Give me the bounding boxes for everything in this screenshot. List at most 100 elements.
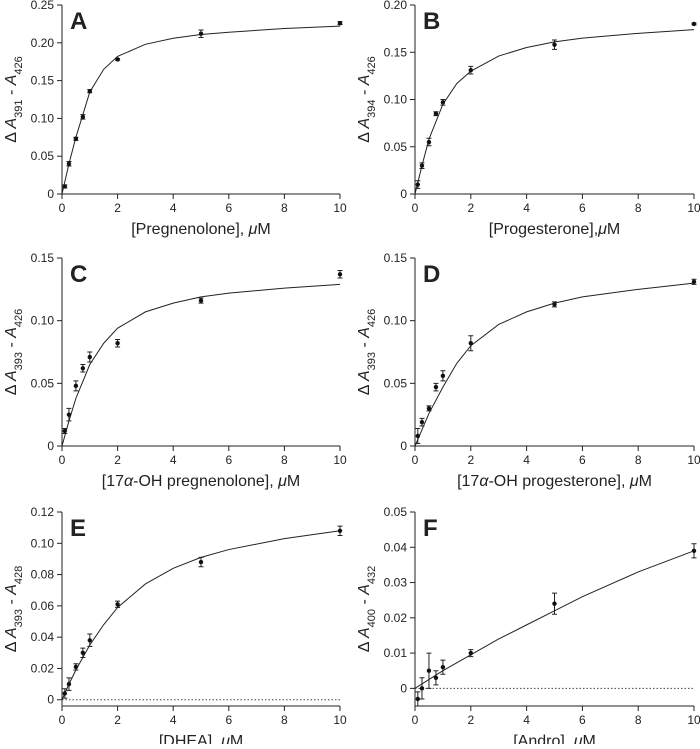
x-tick-label: 10 [333,201,347,215]
x-axis-label: [Andro], μM [513,733,596,744]
y-axis-label: Δ A400 - A432 [356,566,378,653]
y-axis-label: Δ A393 - A426 [356,309,378,396]
data-point [115,341,120,346]
label-part: 400 [366,609,378,627]
data-point [552,601,557,606]
x-tick-label: 8 [281,453,288,467]
y-axis-label: Δ A391 - A426 [3,56,25,143]
data-point [87,638,93,643]
data-point [426,668,432,673]
label-part: - [356,595,373,609]
label-part: M [582,733,595,744]
label-part: A [3,584,20,596]
label-part: - [3,338,20,352]
data-point [115,602,120,607]
data-point [433,111,439,116]
x-tick-label: 10 [333,713,347,727]
y-tick-label: 0.01 [384,646,408,660]
y-tick-label: 0.08 [31,568,55,582]
y-tick-label: 0 [400,681,407,695]
panel-label: B [423,8,440,35]
y-tick-label: 0 [47,693,54,707]
label-part: Δ [356,129,373,143]
y-axis-label: Δ A393 - A426 [3,309,25,396]
x-tick-label: 8 [635,453,642,467]
y-tick-label: 0.20 [31,36,55,50]
data-point [80,114,86,120]
y-axis-label: Δ A394 - A426 [356,56,378,143]
y-tick-label: 0.10 [384,93,408,107]
data-point [337,528,343,533]
x-tick-label: 2 [114,453,121,467]
data-point [433,675,439,680]
data-point [87,354,93,360]
y-tick-label: 0.02 [384,611,408,625]
x-tick-label: 4 [170,201,177,215]
label-part: - [3,85,20,99]
x-tick-label: 6 [579,201,586,215]
x-tick-label: 0 [59,201,66,215]
y-tick-label: 0.10 [384,314,408,328]
y-tick-label: 0.10 [31,111,55,125]
label-part: A [3,627,20,639]
data-point [115,57,120,62]
y-tick-label: 0.04 [384,540,408,554]
y-tick-label: 0 [47,439,54,453]
label-part: α [124,473,134,490]
label-part: 393 [13,609,25,627]
data-point [691,548,697,553]
data-point [73,664,79,670]
data-point [415,696,420,702]
x-tick-label: 2 [467,713,474,727]
x-tick-label: 4 [170,453,177,467]
label-part: A [3,370,20,382]
x-tick-label: 10 [687,713,700,727]
data-point [415,433,420,439]
y-tick-label: 0.20 [384,0,408,12]
x-tick-label: 4 [523,713,530,727]
panel-label: D [423,261,440,288]
label-part: Δ [356,638,373,652]
x-tick-label: 10 [687,201,700,215]
label-part: [Andro], [513,733,573,744]
label-part: α [479,473,489,490]
y-tick-label: 0.04 [31,630,55,644]
label-part: A [356,75,373,87]
data-point [80,650,86,656]
label-part: 393 [366,352,378,370]
fit-curve [414,550,695,689]
y-tick-label: 0.06 [31,599,55,613]
x-tick-label: 4 [523,453,530,467]
panel: 0 0.05 0.10 0.15 0.20 0.25 0 2 4 6 8 10 A [Pregnenolo… [3,0,347,238]
y-tick-label: 0.05 [31,376,55,390]
y-tick-label: 0.15 [31,74,55,88]
data-point [80,366,86,371]
label-part: A [356,627,373,639]
label-part: μ [277,473,287,490]
data-point [691,21,697,27]
data-point [62,184,67,189]
x-tick-label: 6 [579,713,586,727]
label-part: 393 [13,352,25,370]
fit-curve [61,25,341,195]
label-part: Δ [356,381,373,395]
label-part: M [639,473,652,490]
data-point [691,279,697,285]
data-point [440,665,446,670]
x-axis-label: [DHEA], μM [159,733,243,744]
data-point [419,419,425,425]
panel-label: F [423,515,438,542]
data-point [468,341,473,346]
label-part: 428 [13,566,25,584]
label-part: M [607,221,620,238]
x-tick-label: 4 [523,201,530,215]
x-tick-label: 2 [467,453,474,467]
data-point [337,272,343,277]
data-point [198,298,204,303]
fit-curve [414,282,695,447]
label-part: Δ [3,381,20,395]
x-tick-label: 0 [59,453,66,467]
label-part: μ [597,221,607,238]
y-tick-label: 0.15 [31,251,55,265]
